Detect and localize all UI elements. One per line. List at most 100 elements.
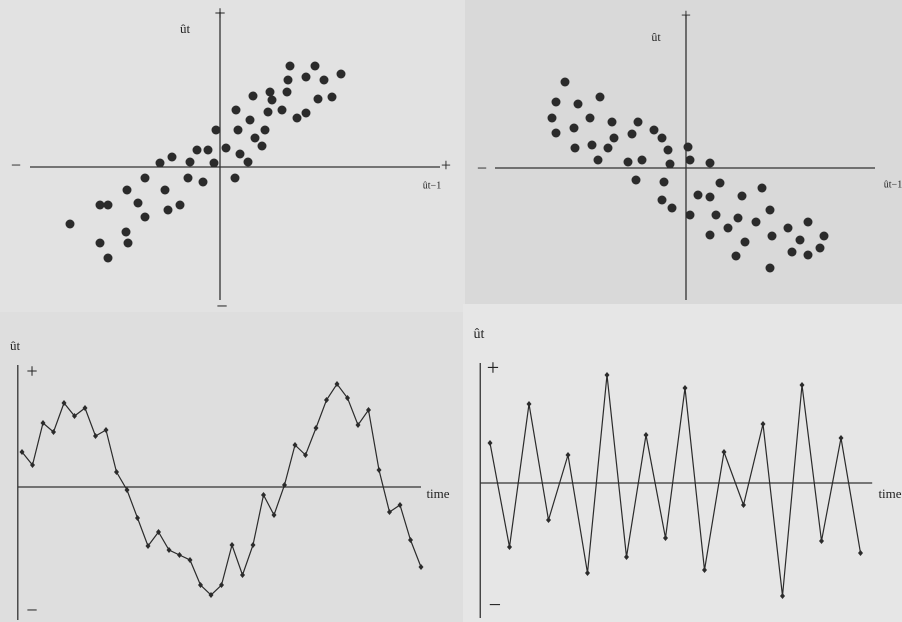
point	[721, 449, 727, 455]
point	[819, 231, 829, 241]
point	[603, 143, 613, 153]
point	[327, 92, 337, 102]
point	[250, 542, 256, 548]
point	[183, 173, 193, 183]
panel-background	[0, 0, 465, 312]
point	[705, 192, 715, 202]
point	[313, 94, 323, 104]
point	[230, 173, 240, 183]
point	[705, 158, 715, 168]
point	[133, 198, 143, 208]
point	[551, 97, 561, 107]
point	[663, 535, 668, 541]
point	[757, 183, 767, 193]
point	[765, 205, 775, 215]
point	[324, 397, 329, 403]
point	[570, 143, 580, 153]
y-label: ût	[651, 30, 661, 44]
point	[705, 230, 715, 240]
point	[685, 155, 695, 165]
point	[702, 567, 707, 573]
point	[155, 158, 165, 168]
point	[124, 487, 130, 493]
point	[624, 554, 629, 560]
point	[657, 195, 667, 205]
point	[336, 69, 346, 79]
point	[604, 372, 610, 378]
point	[95, 200, 105, 210]
point	[751, 217, 761, 227]
point	[609, 133, 619, 143]
point	[260, 125, 270, 135]
point	[263, 107, 273, 117]
point	[355, 422, 361, 428]
point	[733, 213, 743, 223]
point	[780, 593, 785, 599]
point	[282, 87, 292, 97]
point	[569, 123, 579, 133]
point	[271, 512, 277, 518]
point	[235, 149, 245, 159]
point	[93, 433, 98, 439]
point	[123, 238, 133, 248]
point	[135, 515, 140, 521]
point	[72, 413, 77, 419]
point	[408, 537, 413, 543]
y-label: ût	[474, 327, 485, 342]
point	[114, 469, 119, 475]
point	[221, 143, 231, 153]
point	[265, 87, 275, 97]
point	[231, 105, 241, 115]
point	[397, 502, 403, 508]
point	[277, 105, 287, 115]
point	[185, 157, 195, 167]
point	[257, 141, 267, 151]
point	[593, 155, 603, 165]
point	[40, 420, 46, 426]
point	[657, 133, 667, 143]
point	[282, 482, 287, 488]
y-minus: −	[489, 592, 501, 617]
point	[167, 152, 177, 162]
point	[546, 517, 551, 523]
point	[160, 185, 170, 195]
point	[30, 462, 35, 468]
point	[659, 177, 669, 187]
point	[103, 200, 113, 210]
point	[627, 129, 637, 139]
point	[229, 542, 235, 548]
point	[208, 592, 214, 598]
point	[103, 427, 109, 433]
point	[551, 128, 561, 138]
point	[838, 435, 844, 441]
point	[587, 140, 597, 150]
point	[649, 125, 659, 135]
point	[667, 203, 677, 213]
panel-background	[463, 304, 902, 622]
x-minus: −	[477, 158, 487, 178]
point	[187, 557, 193, 563]
point	[682, 385, 688, 391]
point	[211, 125, 221, 135]
point	[637, 155, 647, 165]
point	[693, 190, 703, 200]
point	[595, 92, 605, 102]
point	[740, 237, 750, 247]
point	[715, 178, 725, 188]
point	[163, 205, 173, 215]
point	[507, 544, 512, 550]
point	[737, 191, 747, 201]
point	[319, 75, 329, 85]
panel-background	[465, 0, 902, 304]
point	[799, 382, 805, 388]
point	[209, 158, 219, 168]
point	[121, 227, 131, 237]
point	[573, 99, 583, 109]
point	[61, 400, 67, 406]
y-plus: +	[487, 355, 499, 380]
point	[140, 173, 150, 183]
point	[122, 185, 132, 195]
point	[198, 177, 208, 187]
point	[815, 243, 825, 253]
